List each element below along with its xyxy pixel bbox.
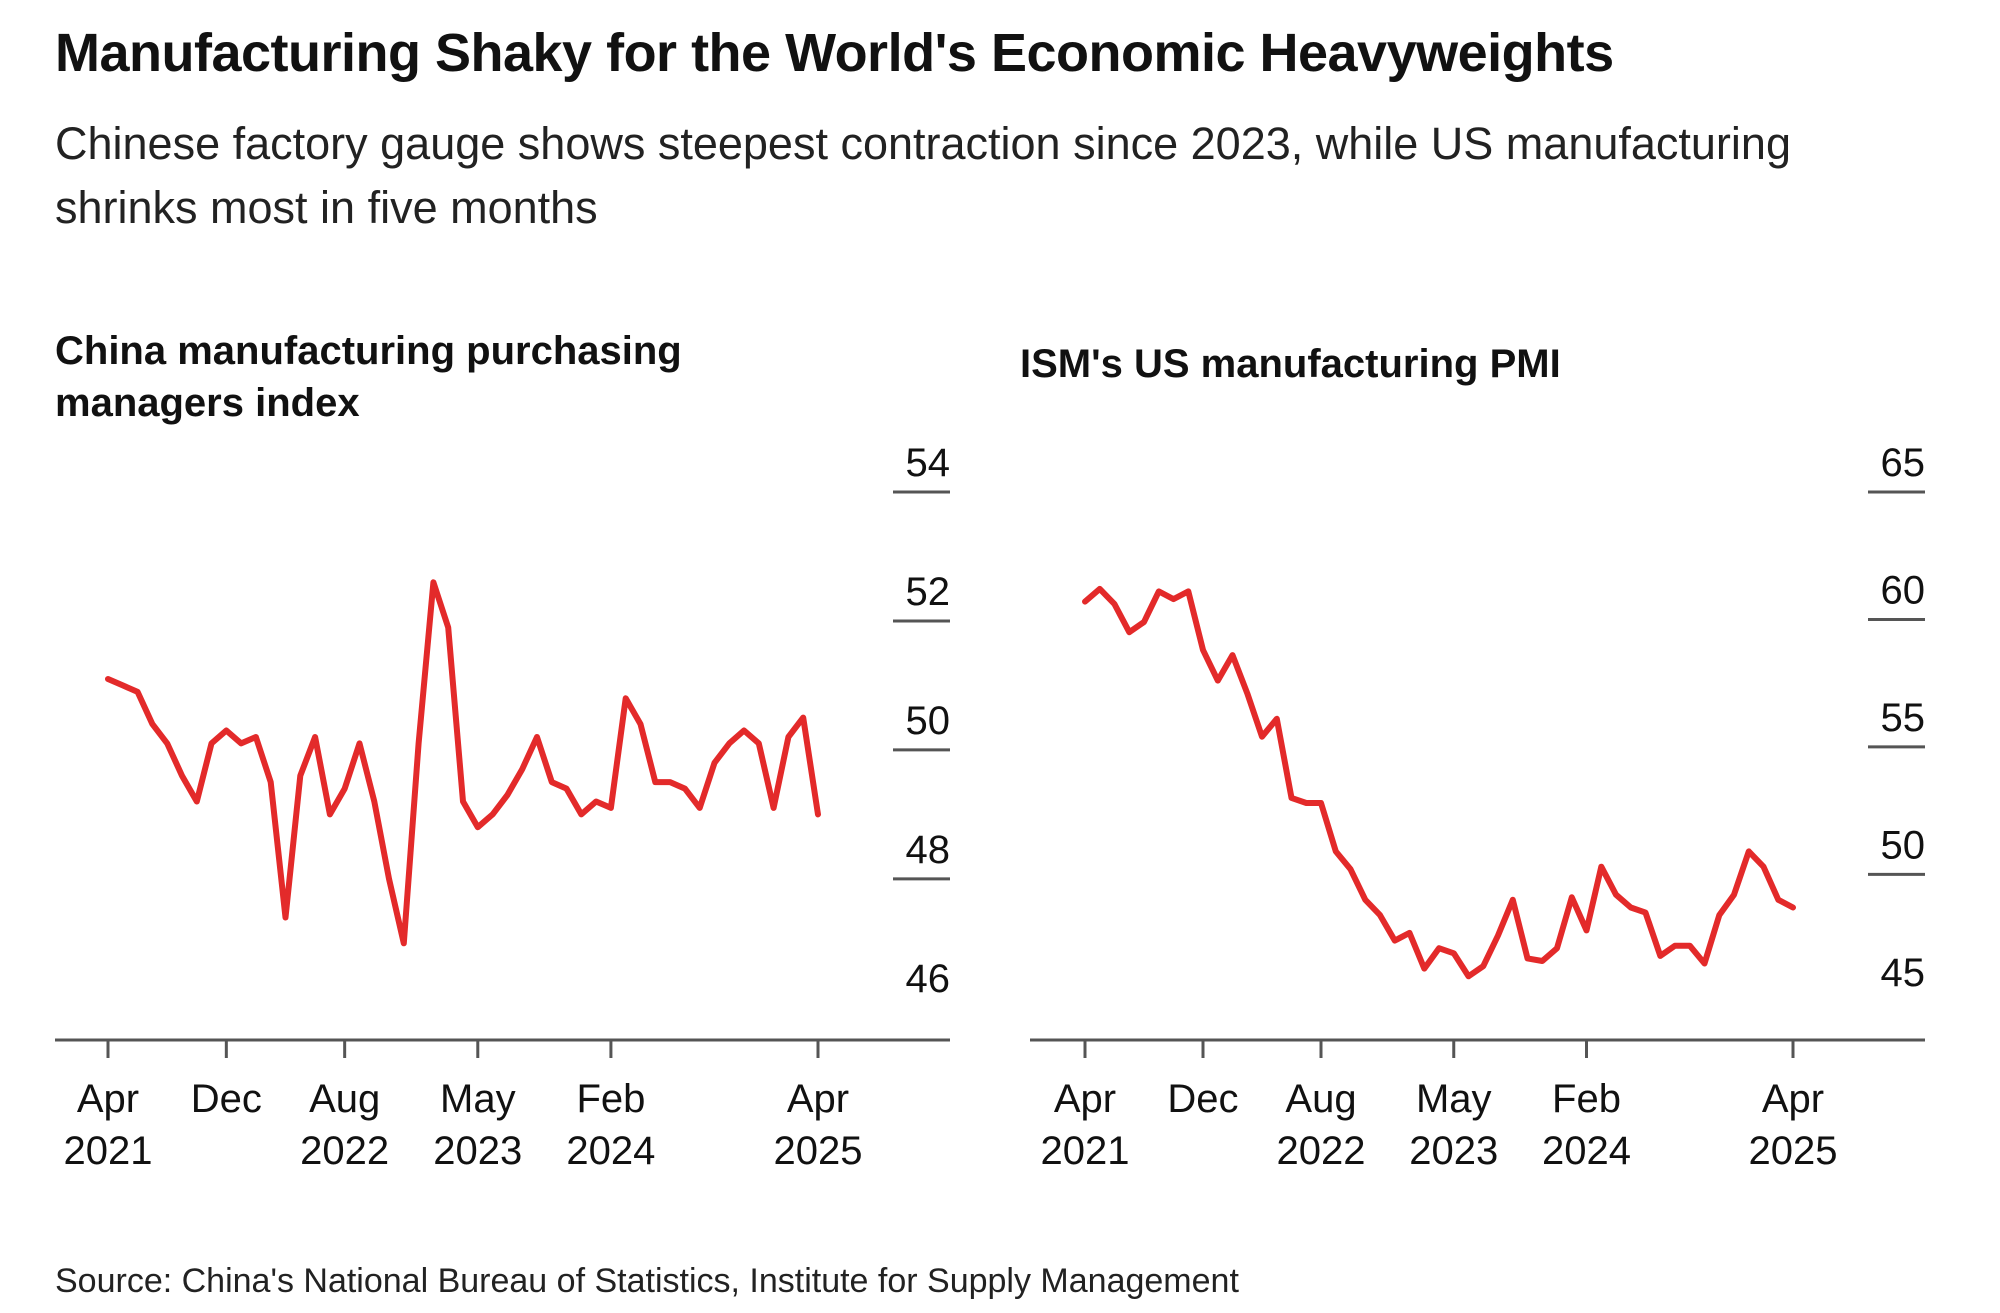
us-y-tick: 60	[1868, 568, 1926, 621]
source-note: Source: China's National Bureau of Stati…	[55, 1262, 1239, 1300]
us-x-tick-label: Aug	[1285, 1077, 1356, 1121]
china-x-tick-label: May	[440, 1077, 516, 1121]
china-y-tick: 48	[893, 828, 951, 881]
us-y-tick: 45	[1881, 951, 1926, 995]
china-y-tick-label: 52	[906, 570, 951, 614]
us-x-tick-label: 2022	[1277, 1129, 1366, 1173]
china-x-tick-label: Apr	[77, 1077, 139, 1121]
china-x-tick-label: Aug	[309, 1077, 380, 1121]
us-y-tick-label: 55	[1881, 696, 1926, 740]
us-y-tick-label: 45	[1881, 951, 1926, 995]
china-pmi-chart: 54 52 50 48 46 Apr 2021 Dec Aug 2022 May 2023 Feb 202…	[55, 441, 951, 1173]
china-x-tick-label: 2023	[433, 1129, 522, 1173]
chart-title: Manufacturing Shaky for the World's Econ…	[55, 23, 1614, 83]
china-x-tick-label: Feb	[576, 1077, 645, 1121]
us-x-tick-label: 2023	[1409, 1129, 1498, 1173]
chart-subtitle: Chinese factory gauge shows steepest con…	[55, 118, 1791, 233]
china-y-tick: 46	[906, 957, 951, 1001]
us-y-tick: 55	[1868, 696, 1926, 749]
us-x-tick-label: Dec	[1167, 1077, 1238, 1121]
us-x-tick-label: Feb	[1552, 1077, 1621, 1121]
china-y-tick-label: 48	[906, 828, 951, 872]
china-x-tick-label: 2021	[64, 1129, 153, 1173]
china-x-tick-label: Apr	[787, 1077, 849, 1121]
china-x-tick-label: 2022	[300, 1129, 389, 1173]
us-panel-title: ISM's US manufacturing PMI	[1020, 342, 1561, 386]
us-x-tick-label: Apr	[1054, 1077, 1116, 1121]
us-x-tick-label: 2024	[1542, 1129, 1631, 1173]
china-y-tick: 52	[893, 570, 951, 623]
us-ism-pmi-chart: 65 60 55 50 45 Apr 2021 Dec Aug 2022 May 2023 Feb 202…	[1030, 441, 1926, 1173]
china-y-tick: 54	[893, 441, 951, 494]
us-x-tick-label: 2021	[1041, 1129, 1130, 1173]
us-y-tick-label: 50	[1881, 823, 1926, 867]
us-x-tick-label: Apr	[1762, 1077, 1824, 1121]
china-x-tick-label: Dec	[191, 1077, 262, 1121]
us-y-tick-label: 65	[1881, 441, 1926, 485]
us-x-tick-label: 2025	[1749, 1129, 1838, 1173]
china-x-tick-label: 2025	[774, 1129, 863, 1173]
us-y-tick: 50	[1868, 823, 1926, 876]
china-series-line	[105, 579, 821, 947]
china-y-tick: 50	[893, 699, 951, 752]
us-x-tick-label: May	[1416, 1077, 1492, 1121]
china-y-tick-label: 54	[906, 441, 951, 485]
us-y-tick-label: 60	[1881, 568, 1926, 612]
us-y-tick: 65	[1868, 441, 1926, 494]
us-series-line	[1082, 585, 1796, 980]
china-panel-title: China manufacturing purchasing managers …	[55, 329, 682, 425]
china-y-tick-label: 50	[906, 699, 951, 743]
china-y-tick-label: 46	[906, 957, 951, 1001]
china-x-tick-label: 2024	[566, 1129, 655, 1173]
